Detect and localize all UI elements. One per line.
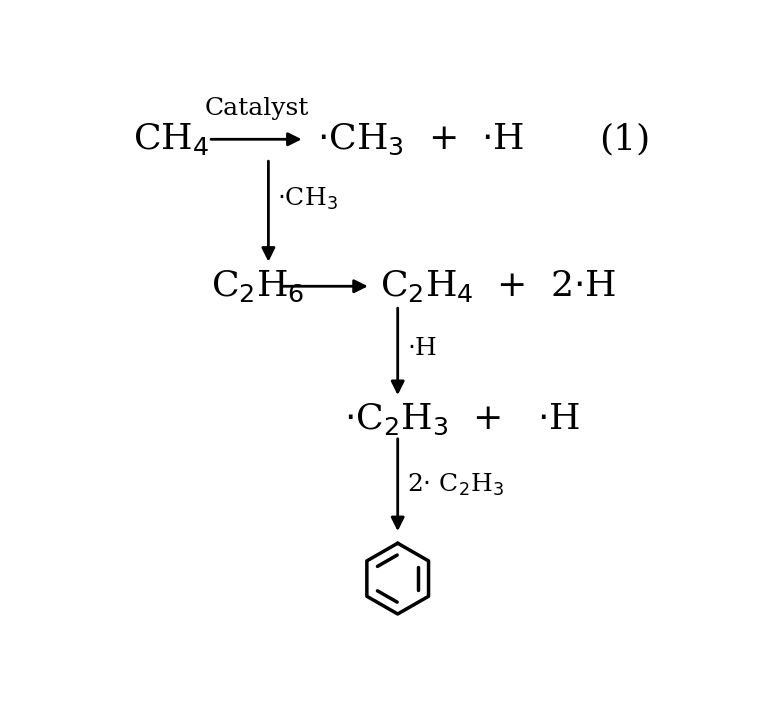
Text: $\cdot$CH$_3$: $\cdot$CH$_3$ xyxy=(277,186,338,212)
Text: $\cdot$CH$_3$  +  $\cdot$H: $\cdot$CH$_3$ + $\cdot$H xyxy=(317,122,524,157)
Text: Catalyst: Catalyst xyxy=(204,98,309,120)
Text: C$_2$H$_4$  +  2$\cdot$H: C$_2$H$_4$ + 2$\cdot$H xyxy=(379,268,616,304)
Text: 2$\cdot$ C$_2$H$_3$: 2$\cdot$ C$_2$H$_3$ xyxy=(407,472,504,498)
Text: C$_2$H$_6$: C$_2$H$_6$ xyxy=(211,269,305,304)
Text: (1): (1) xyxy=(599,122,650,156)
Text: $\cdot$C$_2$H$_3$  +   $\cdot$H: $\cdot$C$_2$H$_3$ + $\cdot$H xyxy=(344,402,580,438)
Text: CH$_4$: CH$_4$ xyxy=(133,122,210,157)
Text: $\cdot$H: $\cdot$H xyxy=(407,337,437,361)
